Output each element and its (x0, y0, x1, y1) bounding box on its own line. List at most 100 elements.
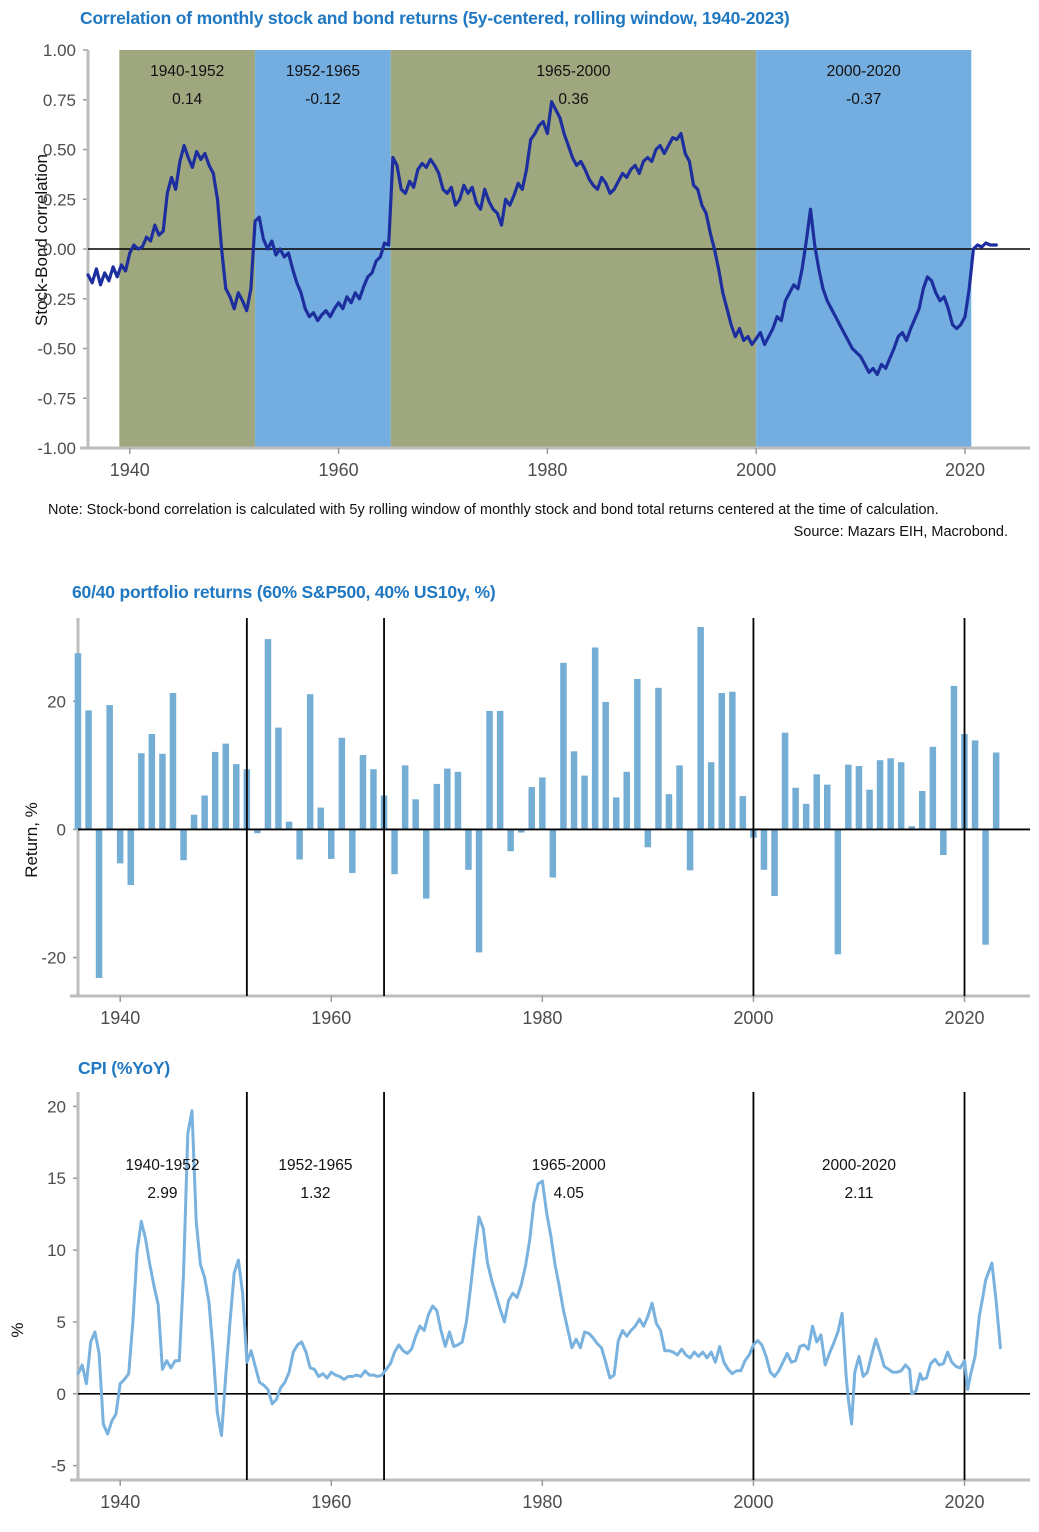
bar (106, 705, 113, 830)
note-block: Note: Stock-bond correlation is calculat… (0, 502, 1039, 590)
y-tick-label: 15 (47, 1169, 66, 1188)
x-tick-label: 2000 (733, 1492, 773, 1512)
bar (148, 734, 156, 830)
bar (444, 768, 451, 830)
bar (317, 807, 324, 830)
bar (116, 829, 124, 864)
y-tick-label: 0.50 (43, 141, 76, 160)
regime-label: 1952-1965 (278, 1157, 352, 1174)
x-tick-label: 1940 (100, 1008, 140, 1028)
bar (539, 777, 546, 830)
cpi-chart: 20 15 10 5 0 -5 1940 1960 1980 2000 2020 1940-1952 2… (47, 1092, 1030, 1512)
cpi-line (76, 1109, 1002, 1437)
bar (581, 775, 588, 830)
x-tick-label: 2020 (944, 1008, 984, 1028)
bar (180, 829, 187, 861)
bar (401, 765, 409, 830)
x-tick-label: 1980 (522, 1492, 562, 1512)
bar (982, 829, 989, 945)
bar (971, 740, 979, 830)
bar (718, 693, 725, 830)
returns-chart: 20 0 -20 1940 1960 1980 2000 2020 (41, 618, 1030, 1028)
bar (781, 732, 789, 830)
y-tick-label: 0.25 (43, 190, 76, 209)
note-line-2: Source: Mazars EIH, Macrobond. (793, 524, 1008, 540)
bar (940, 829, 947, 855)
bar (813, 774, 820, 830)
bar (676, 765, 683, 830)
bar (222, 743, 229, 830)
x-tick-label: 1940 (100, 1492, 140, 1512)
regime-label: 2000-2020 (827, 63, 902, 80)
y-tick-label: 20 (47, 692, 66, 711)
y-tick-label: 0.75 (43, 91, 76, 110)
bar (855, 766, 863, 830)
x-tick-label: 2020 (945, 460, 985, 480)
bar (570, 751, 578, 830)
bar (201, 795, 208, 830)
y-tick-label: 0 (57, 1385, 66, 1404)
bar (275, 727, 282, 830)
regime-value: -0.37 (846, 91, 881, 108)
bar (138, 753, 145, 830)
y-tick-label: -1.00 (37, 439, 76, 458)
bar (528, 787, 535, 830)
bar (602, 701, 609, 830)
bar (423, 829, 430, 899)
bar (454, 771, 462, 830)
regime-value: 4.05 (554, 1185, 584, 1202)
regime-label: 1940-1952 (125, 1157, 199, 1174)
bar (412, 799, 419, 830)
bar (296, 829, 303, 860)
bar (644, 829, 652, 848)
bar (359, 755, 367, 830)
note-line-1: Note: Stock-bond correlation is calculat… (48, 502, 939, 518)
bar (465, 829, 472, 870)
x-tick-label: 1960 (319, 460, 359, 480)
y-tick-label: -0.75 (37, 389, 76, 408)
regime-value: 2.99 (147, 1185, 177, 1202)
y-tick-label: 20 (47, 1097, 66, 1116)
bar (496, 710, 504, 830)
panel2-title: 60/40 portfolio returns (60% S&P500, 40%… (72, 582, 496, 602)
bar (190, 814, 198, 830)
bar (665, 794, 673, 830)
bar (233, 764, 240, 830)
regime-label: 1952-1965 (286, 63, 360, 80)
panel1-title: Correlation of monthly stock and bond re… (80, 8, 790, 28)
regime-value: 0.14 (172, 91, 203, 108)
x-tick-label: 1960 (311, 1008, 351, 1028)
y-tick-label: 1.00 (43, 41, 76, 60)
bar (771, 829, 778, 896)
bar (95, 829, 103, 978)
bar (127, 829, 134, 886)
y-tick-label: -0.25 (37, 290, 76, 309)
x-tick-label: 1960 (311, 1492, 351, 1512)
bar (866, 789, 873, 830)
bar (549, 829, 557, 878)
bar (169, 693, 177, 830)
bar (876, 760, 884, 830)
bar (85, 710, 92, 830)
bar (697, 627, 704, 830)
bar (845, 764, 852, 830)
correlation-line (86, 100, 998, 376)
regime-value: -0.12 (305, 91, 340, 108)
bar (739, 796, 747, 830)
x-tick-label: 2000 (736, 460, 776, 480)
bar (370, 769, 377, 830)
y-tick-label: 0 (57, 820, 66, 839)
y-tick-label: 10 (47, 1241, 66, 1260)
y-tick-label: -0.50 (37, 340, 76, 359)
bar (433, 783, 441, 830)
y-tick-label: 0.00 (43, 240, 76, 259)
bar (518, 829, 525, 833)
bar (950, 685, 958, 830)
correlation-panel: Correlation of monthly stock and bond re… (0, 0, 1039, 530)
bar (306, 694, 314, 830)
bar (74, 653, 82, 830)
y-tick-label: 5 (57, 1313, 66, 1332)
bar (887, 758, 894, 830)
panel3-title: CPI (%YoY) (78, 1058, 170, 1078)
regime-label: 1940-1952 (150, 63, 224, 80)
